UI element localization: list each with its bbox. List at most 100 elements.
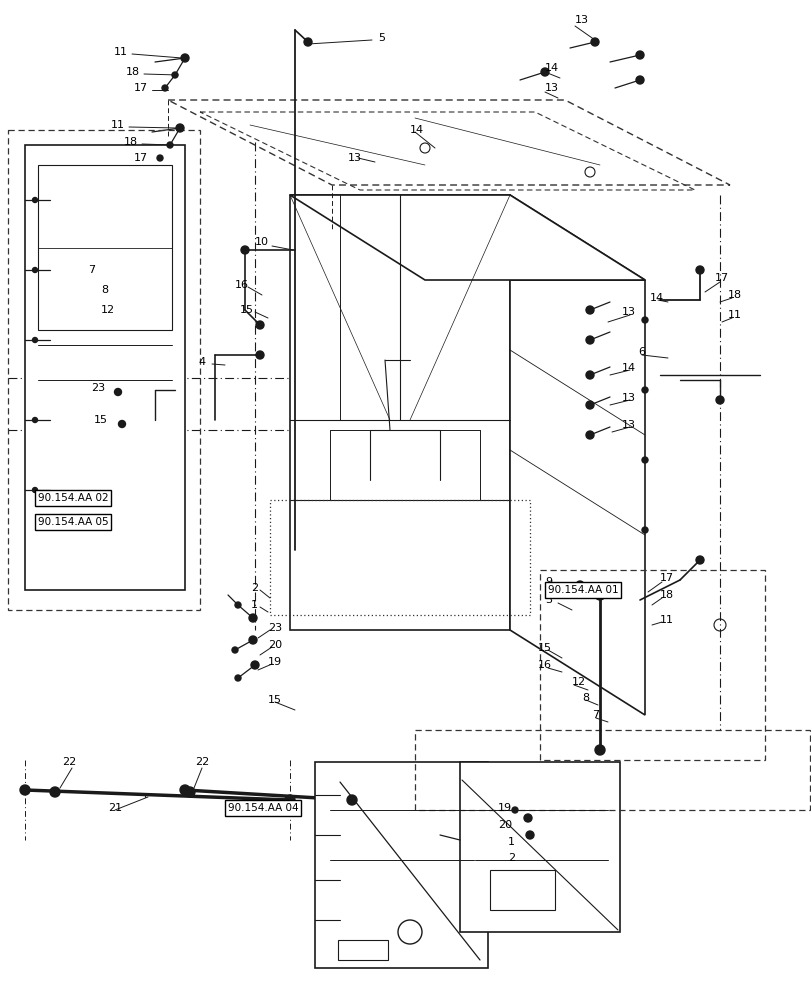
Text: 18: 18 — [727, 290, 741, 300]
Text: 2: 2 — [251, 583, 258, 593]
Text: 17: 17 — [714, 273, 728, 283]
Text: 21: 21 — [108, 803, 122, 813]
Circle shape — [251, 661, 259, 669]
Circle shape — [642, 317, 647, 323]
Polygon shape — [460, 762, 620, 932]
Text: 11: 11 — [727, 310, 741, 320]
Text: 13: 13 — [544, 83, 558, 93]
Text: 9: 9 — [544, 577, 551, 587]
Text: 8: 8 — [101, 285, 108, 295]
Circle shape — [32, 488, 37, 492]
Text: 90.154.AA 04: 90.154.AA 04 — [228, 803, 298, 813]
Circle shape — [642, 457, 647, 463]
Text: 22: 22 — [195, 757, 209, 767]
Circle shape — [285, 795, 294, 805]
Circle shape — [32, 418, 37, 422]
Circle shape — [249, 614, 257, 622]
Circle shape — [346, 795, 357, 805]
Circle shape — [32, 198, 37, 202]
Text: 6: 6 — [637, 347, 644, 357]
Circle shape — [157, 155, 163, 161]
Text: 13: 13 — [621, 393, 635, 403]
Circle shape — [162, 85, 168, 91]
Text: 10: 10 — [255, 237, 268, 247]
Text: 90.154.AA 05: 90.154.AA 05 — [38, 517, 109, 527]
Text: 22: 22 — [62, 757, 76, 767]
Circle shape — [181, 54, 189, 62]
Polygon shape — [315, 762, 487, 968]
Text: 3: 3 — [544, 595, 551, 605]
Circle shape — [540, 68, 548, 76]
Text: 7: 7 — [88, 265, 95, 275]
Circle shape — [32, 267, 37, 272]
Text: 21: 21 — [245, 803, 259, 813]
Text: 7: 7 — [591, 710, 599, 720]
Circle shape — [642, 387, 647, 393]
Text: 13: 13 — [621, 307, 635, 317]
Text: 14: 14 — [544, 63, 559, 73]
Text: 20: 20 — [497, 820, 512, 830]
Circle shape — [523, 814, 531, 822]
Text: 14: 14 — [621, 363, 635, 373]
Circle shape — [185, 787, 195, 797]
Text: 17: 17 — [134, 83, 148, 93]
Text: 12: 12 — [101, 305, 115, 315]
Text: 15: 15 — [240, 305, 254, 315]
Text: 11: 11 — [111, 120, 125, 130]
Circle shape — [234, 602, 241, 608]
Circle shape — [114, 388, 122, 395]
Text: 4: 4 — [198, 357, 205, 367]
Text: 13: 13 — [621, 420, 635, 430]
Circle shape — [586, 336, 594, 344]
Polygon shape — [290, 195, 644, 280]
Circle shape — [635, 51, 643, 59]
Text: 90.154.AA 02: 90.154.AA 02 — [38, 493, 109, 503]
Circle shape — [715, 396, 723, 404]
Circle shape — [586, 306, 594, 314]
Text: 19: 19 — [497, 803, 512, 813]
Circle shape — [234, 675, 241, 681]
Circle shape — [232, 647, 238, 653]
Text: 11: 11 — [114, 47, 128, 57]
Circle shape — [255, 321, 264, 329]
Text: 20: 20 — [268, 640, 281, 650]
Text: 18: 18 — [124, 137, 138, 147]
Circle shape — [594, 745, 604, 755]
Circle shape — [695, 556, 703, 564]
Circle shape — [590, 38, 599, 46]
Circle shape — [512, 807, 517, 813]
Circle shape — [20, 785, 30, 795]
Text: 14: 14 — [410, 125, 423, 135]
Text: 18: 18 — [126, 67, 139, 77]
Circle shape — [167, 142, 173, 148]
Text: 1: 1 — [251, 600, 258, 610]
Circle shape — [241, 246, 249, 254]
Circle shape — [180, 785, 190, 795]
Text: 16: 16 — [234, 280, 249, 290]
Text: 23: 23 — [268, 623, 281, 633]
Circle shape — [32, 338, 37, 342]
Text: 19: 19 — [268, 657, 281, 667]
Circle shape — [172, 72, 178, 78]
Text: 8: 8 — [581, 693, 589, 703]
Text: 12: 12 — [571, 677, 586, 687]
Circle shape — [176, 124, 184, 132]
Polygon shape — [509, 195, 644, 715]
Text: 16: 16 — [538, 660, 551, 670]
Text: 15: 15 — [268, 695, 281, 705]
Text: 13: 13 — [574, 15, 588, 25]
Circle shape — [255, 351, 264, 359]
Circle shape — [586, 371, 594, 379]
Text: 2: 2 — [508, 853, 514, 863]
Text: 18: 18 — [659, 590, 673, 600]
Polygon shape — [290, 195, 509, 630]
Text: 17: 17 — [659, 573, 673, 583]
Text: 11: 11 — [659, 615, 673, 625]
Circle shape — [635, 76, 643, 84]
Circle shape — [50, 787, 60, 797]
Text: 1: 1 — [508, 837, 514, 847]
Text: 13: 13 — [348, 153, 362, 163]
Text: 5: 5 — [378, 33, 384, 43]
Text: 14: 14 — [649, 293, 663, 303]
Text: 15: 15 — [94, 415, 108, 425]
